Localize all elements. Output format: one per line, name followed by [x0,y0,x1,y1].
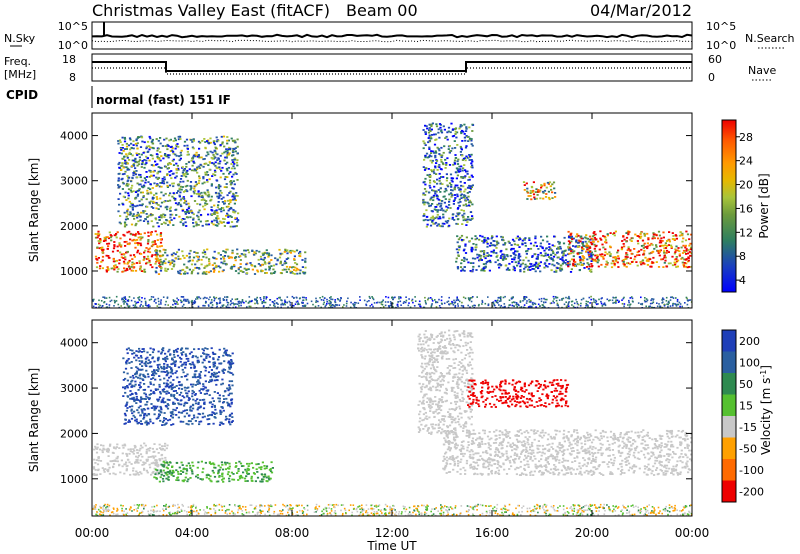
cpid-mode: normal (fast) 151 IF [96,93,231,107]
freq-left-tick-top: 18 [62,53,76,66]
time-tick-label: 04:00 [175,526,210,540]
power-ytick-label: 1000 [60,265,88,278]
velocity-cbar-block [722,394,736,416]
power-panel: 1000 2000 3000 4000 Slant Range [km] 4 8 12 16… [27,112,771,309]
power-cbar-label: 8 [739,250,746,263]
beam-label: Beam 00 [346,1,418,20]
noise-right-tick-top: 10^5 [706,20,736,33]
nave-trace [92,67,692,75]
power-cbar-label: 20 [739,179,753,192]
velocity-cbar-label: 50 [739,378,753,391]
velocity-echo-region [417,329,474,436]
velocity-cbar-block [722,373,736,395]
velocity-ytick-label: 1000 [60,473,88,486]
velocity-echo-region [153,460,274,483]
power-colorbar [721,119,737,293]
noise-right-label: N.Search [745,32,795,45]
velocity-ytick-label: 2000 [60,427,88,440]
frequency-trace [92,61,692,72]
power-cbar-label: 16 [739,202,753,215]
noise-panel: N.Sky 10^5 10^0 10^5 10^0 N.Search [4,20,795,52]
noise-left-tick-top: 10^5 [58,20,88,33]
figure-title: Christmas Valley East (fitACF) [92,1,330,20]
velocity-ylabel: Slant Range [km] [27,368,41,472]
power-near-range-band [92,295,692,308]
freq-left-tick-bottom: 8 [69,71,76,84]
velocity-echo-region [122,347,235,426]
velocity-cbar-label: -100 [739,464,764,477]
velocity-cbar-block [722,437,736,459]
power-ylabel: Slant Range [km] [27,158,41,262]
velocity-echo-region [467,379,570,408]
velocity-cbar-frame [721,329,737,503]
velocity-colorbar-label: Velocity [m s-1] [759,365,773,455]
power-colorbar-label: Power [dB] [757,173,771,238]
power-ytick-label: 4000 [60,130,88,143]
power-echo-region [567,230,692,269]
velocity-panel: 1000 2000 3000 4000 Slant Range [km] 200 100… [27,113,773,553]
velocity-cbar-label: 100 [739,356,760,369]
velocity-cbar-label: 200 [739,335,760,348]
velocity-near-range-band [92,503,692,516]
time-tick-label: 00:00 [675,526,710,540]
power-cbar-label: 12 [739,226,753,239]
velocity-cbar-block [722,459,736,481]
velocity-cbar-block [722,480,736,502]
velocity-cbar-block [722,330,736,352]
time-tick-label: 12:00 [375,526,410,540]
time-xlabel: Time UT [366,539,417,553]
power-ytick-label: 2000 [60,220,88,233]
time-tick-label: 08:00 [275,526,310,540]
power-cbar-label: 24 [739,155,753,168]
noise-right-tick-bottom: 10^0 [706,39,736,52]
cpid-label: CPID [6,88,38,102]
time-tick-label: 16:00 [475,526,510,540]
velocity-cbar-block [722,351,736,373]
velocity-cbar-block [722,416,736,438]
freq-right-tick-bottom: 0 [708,71,715,84]
power-echo-region [117,135,240,228]
velocity-cbar-label: -200 [739,485,764,498]
date-label: 04/Mar/2012 [590,1,692,20]
frequency-panel: Freq. [MHz] 18 8 60 0 Nave [4,53,776,84]
power-echo-region [155,248,307,275]
power-echo-region [455,234,595,273]
noise-sky-trace [91,33,693,39]
noise-left-tick-bottom: 10^0 [58,39,88,52]
velocity-cbar-label: 15 [739,399,753,412]
velocity-cbar-label: -50 [739,442,757,455]
power-echo-region [422,122,475,228]
freq-label-line1: Freq. [4,55,31,68]
velocity-cbar-label: -15 [739,421,757,434]
power-ytick-label: 3000 [60,175,88,188]
velocity-ytick-label: 3000 [60,382,88,395]
freq-right-tick-top: 60 [708,53,722,66]
power-cbar-label: 4 [739,274,746,287]
noise-search-trace [91,39,693,43]
velocity-ytick-label: 4000 [60,337,88,350]
noise-left-label: N.Sky [4,32,36,45]
nave-label: Nave [748,64,776,77]
time-tick-label: 00:00 [75,526,110,540]
power-echo-region [522,181,557,201]
time-tick-label: 20:00 [575,526,610,540]
freq-label-line2: [MHz] [4,68,36,81]
power-echo-region [94,230,164,273]
velocity-echo-region [442,429,692,476]
power-cbar-label: 28 [739,131,753,144]
